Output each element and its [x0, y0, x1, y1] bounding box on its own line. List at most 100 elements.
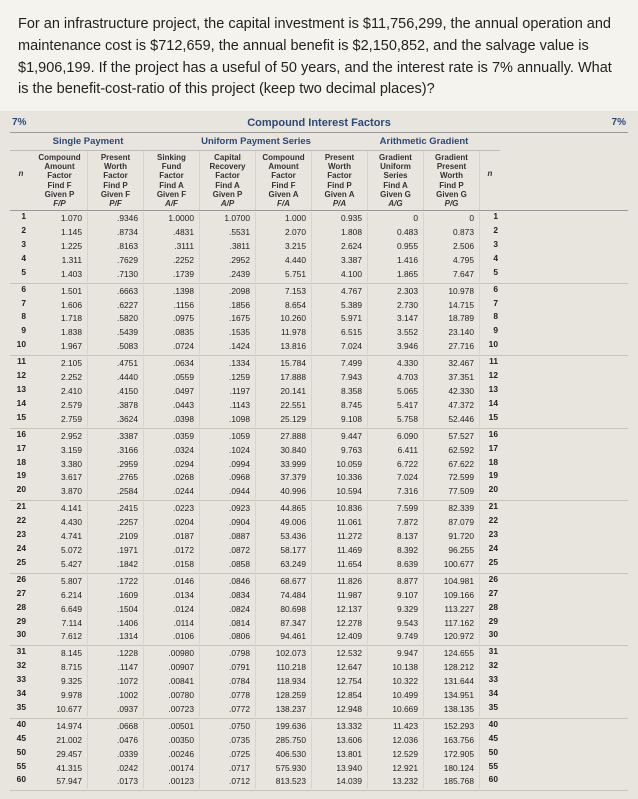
cell: 87.347 [256, 617, 312, 631]
cell: .2765 [88, 471, 144, 485]
row-n-right: 18 [480, 458, 500, 472]
cell: .1147 [88, 661, 144, 675]
cell: 1.606 [32, 299, 88, 313]
rate-left: 7% [10, 111, 28, 132]
cell: .7629 [88, 254, 144, 268]
cell: .3111 [144, 240, 200, 254]
cell: .1072 [88, 675, 144, 689]
cell: 1.225 [32, 240, 88, 254]
cell: 29.457 [32, 748, 88, 762]
cell: 180.124 [424, 762, 480, 776]
cell: .2959 [88, 458, 144, 472]
cell: 2.952 [32, 430, 88, 444]
cell: 5.751 [256, 268, 312, 282]
cell: 7.024 [368, 471, 424, 485]
row-n: 29 [10, 617, 32, 631]
cell: 12.409 [312, 630, 368, 644]
cell: 8.654 [256, 299, 312, 313]
cell: 9.543 [368, 617, 424, 631]
cell: .0172 [144, 544, 200, 558]
cell: 102.073 [256, 647, 312, 661]
cell: 12.137 [312, 603, 368, 617]
row-n-right: 19 [480, 471, 500, 485]
cell: .0834 [200, 589, 256, 603]
cell: .5820 [88, 312, 144, 326]
cell: 3.380 [32, 458, 88, 472]
cell: 2.624 [312, 240, 368, 254]
cell: 37.351 [424, 371, 480, 385]
cell: 9.107 [368, 589, 424, 603]
cell: .0223 [144, 502, 200, 516]
cell: 11.061 [312, 516, 368, 530]
cell: 13.332 [312, 720, 368, 734]
cell: .0204 [144, 516, 200, 530]
cell: .4831 [144, 226, 200, 240]
row-n-right: 33 [480, 675, 500, 689]
row-n-right: 7 [480, 299, 500, 313]
cell: .0806 [200, 630, 256, 644]
cell: 3.870 [32, 485, 88, 499]
cell: 25.129 [256, 413, 312, 427]
cell: 52.446 [424, 413, 480, 427]
row-n: 28 [10, 603, 32, 617]
cell: 3.552 [368, 326, 424, 340]
cell: 5.427 [32, 558, 88, 572]
cell: 185.768 [424, 775, 480, 789]
cell: 5.807 [32, 575, 88, 589]
row-n: 15 [10, 413, 32, 427]
table-row: 61.501.6663.1398.20987.1534.7672.30310.9… [10, 285, 628, 299]
cell: .0778 [200, 689, 256, 703]
cell: 4.767 [312, 285, 368, 299]
cell: 12.036 [368, 734, 424, 748]
cell: 7.612 [32, 630, 88, 644]
cell: .0846 [200, 575, 256, 589]
row-n: 35 [10, 703, 32, 717]
data-block: 4014.974.0668.00501.0750199.63613.33211.… [10, 719, 628, 792]
cell: .6663 [88, 285, 144, 299]
group-single: Single Payment [32, 133, 144, 151]
row-n: 24 [10, 544, 32, 558]
cell: 3.159 [32, 444, 88, 458]
cell: 1.808 [312, 226, 368, 240]
cell: .4751 [88, 357, 144, 371]
cell: .0242 [88, 762, 144, 776]
table-title: Compound Interest Factors [28, 111, 610, 132]
cell: .2415 [88, 502, 144, 516]
row-n: 31 [10, 647, 32, 661]
cell: 8.392 [368, 544, 424, 558]
row-n-right: 32 [480, 661, 500, 675]
cell: 813.523 [256, 775, 312, 789]
row-n-right: 45 [480, 734, 500, 748]
cell: .3624 [88, 413, 144, 427]
row-n: 11 [10, 357, 32, 371]
row-n: 50 [10, 748, 32, 762]
cell: .1228 [88, 647, 144, 661]
cell: 63.249 [256, 558, 312, 572]
cell: 110.218 [256, 661, 312, 675]
table-row: 11.070.93461.00001.07001.0000.935001 [10, 212, 628, 226]
cell: 113.227 [424, 603, 480, 617]
row-n: 8 [10, 312, 32, 326]
cell: .0124 [144, 603, 200, 617]
cell: 17.888 [256, 371, 312, 385]
cell: .0324 [144, 444, 200, 458]
cell: 0.483 [368, 226, 424, 240]
cell: 8.137 [368, 530, 424, 544]
cell: 8.358 [312, 385, 368, 399]
table-row: 4014.974.0668.00501.0750199.63613.33211.… [10, 720, 628, 734]
row-n: 10 [10, 340, 32, 354]
table-row: 162.952.3387.0359.105927.8889.4476.09057… [10, 430, 628, 444]
cell: 49.006 [256, 516, 312, 530]
cell: 117.162 [424, 617, 480, 631]
cell: 152.293 [424, 720, 480, 734]
row-n-right: 1 [480, 212, 500, 226]
row-n-right: 13 [480, 385, 500, 399]
cell: 10.322 [368, 675, 424, 689]
cell: 18.789 [424, 312, 480, 326]
table-row: 245.072.1971.0172.087258.17711.4698.3929… [10, 544, 628, 558]
cell: 6.411 [368, 444, 424, 458]
cell: .0268 [144, 471, 200, 485]
group-header-row: Single Payment Uniform Payment Series Ar… [10, 133, 628, 151]
row-n-right: 6 [480, 285, 500, 299]
cell: 2.303 [368, 285, 424, 299]
